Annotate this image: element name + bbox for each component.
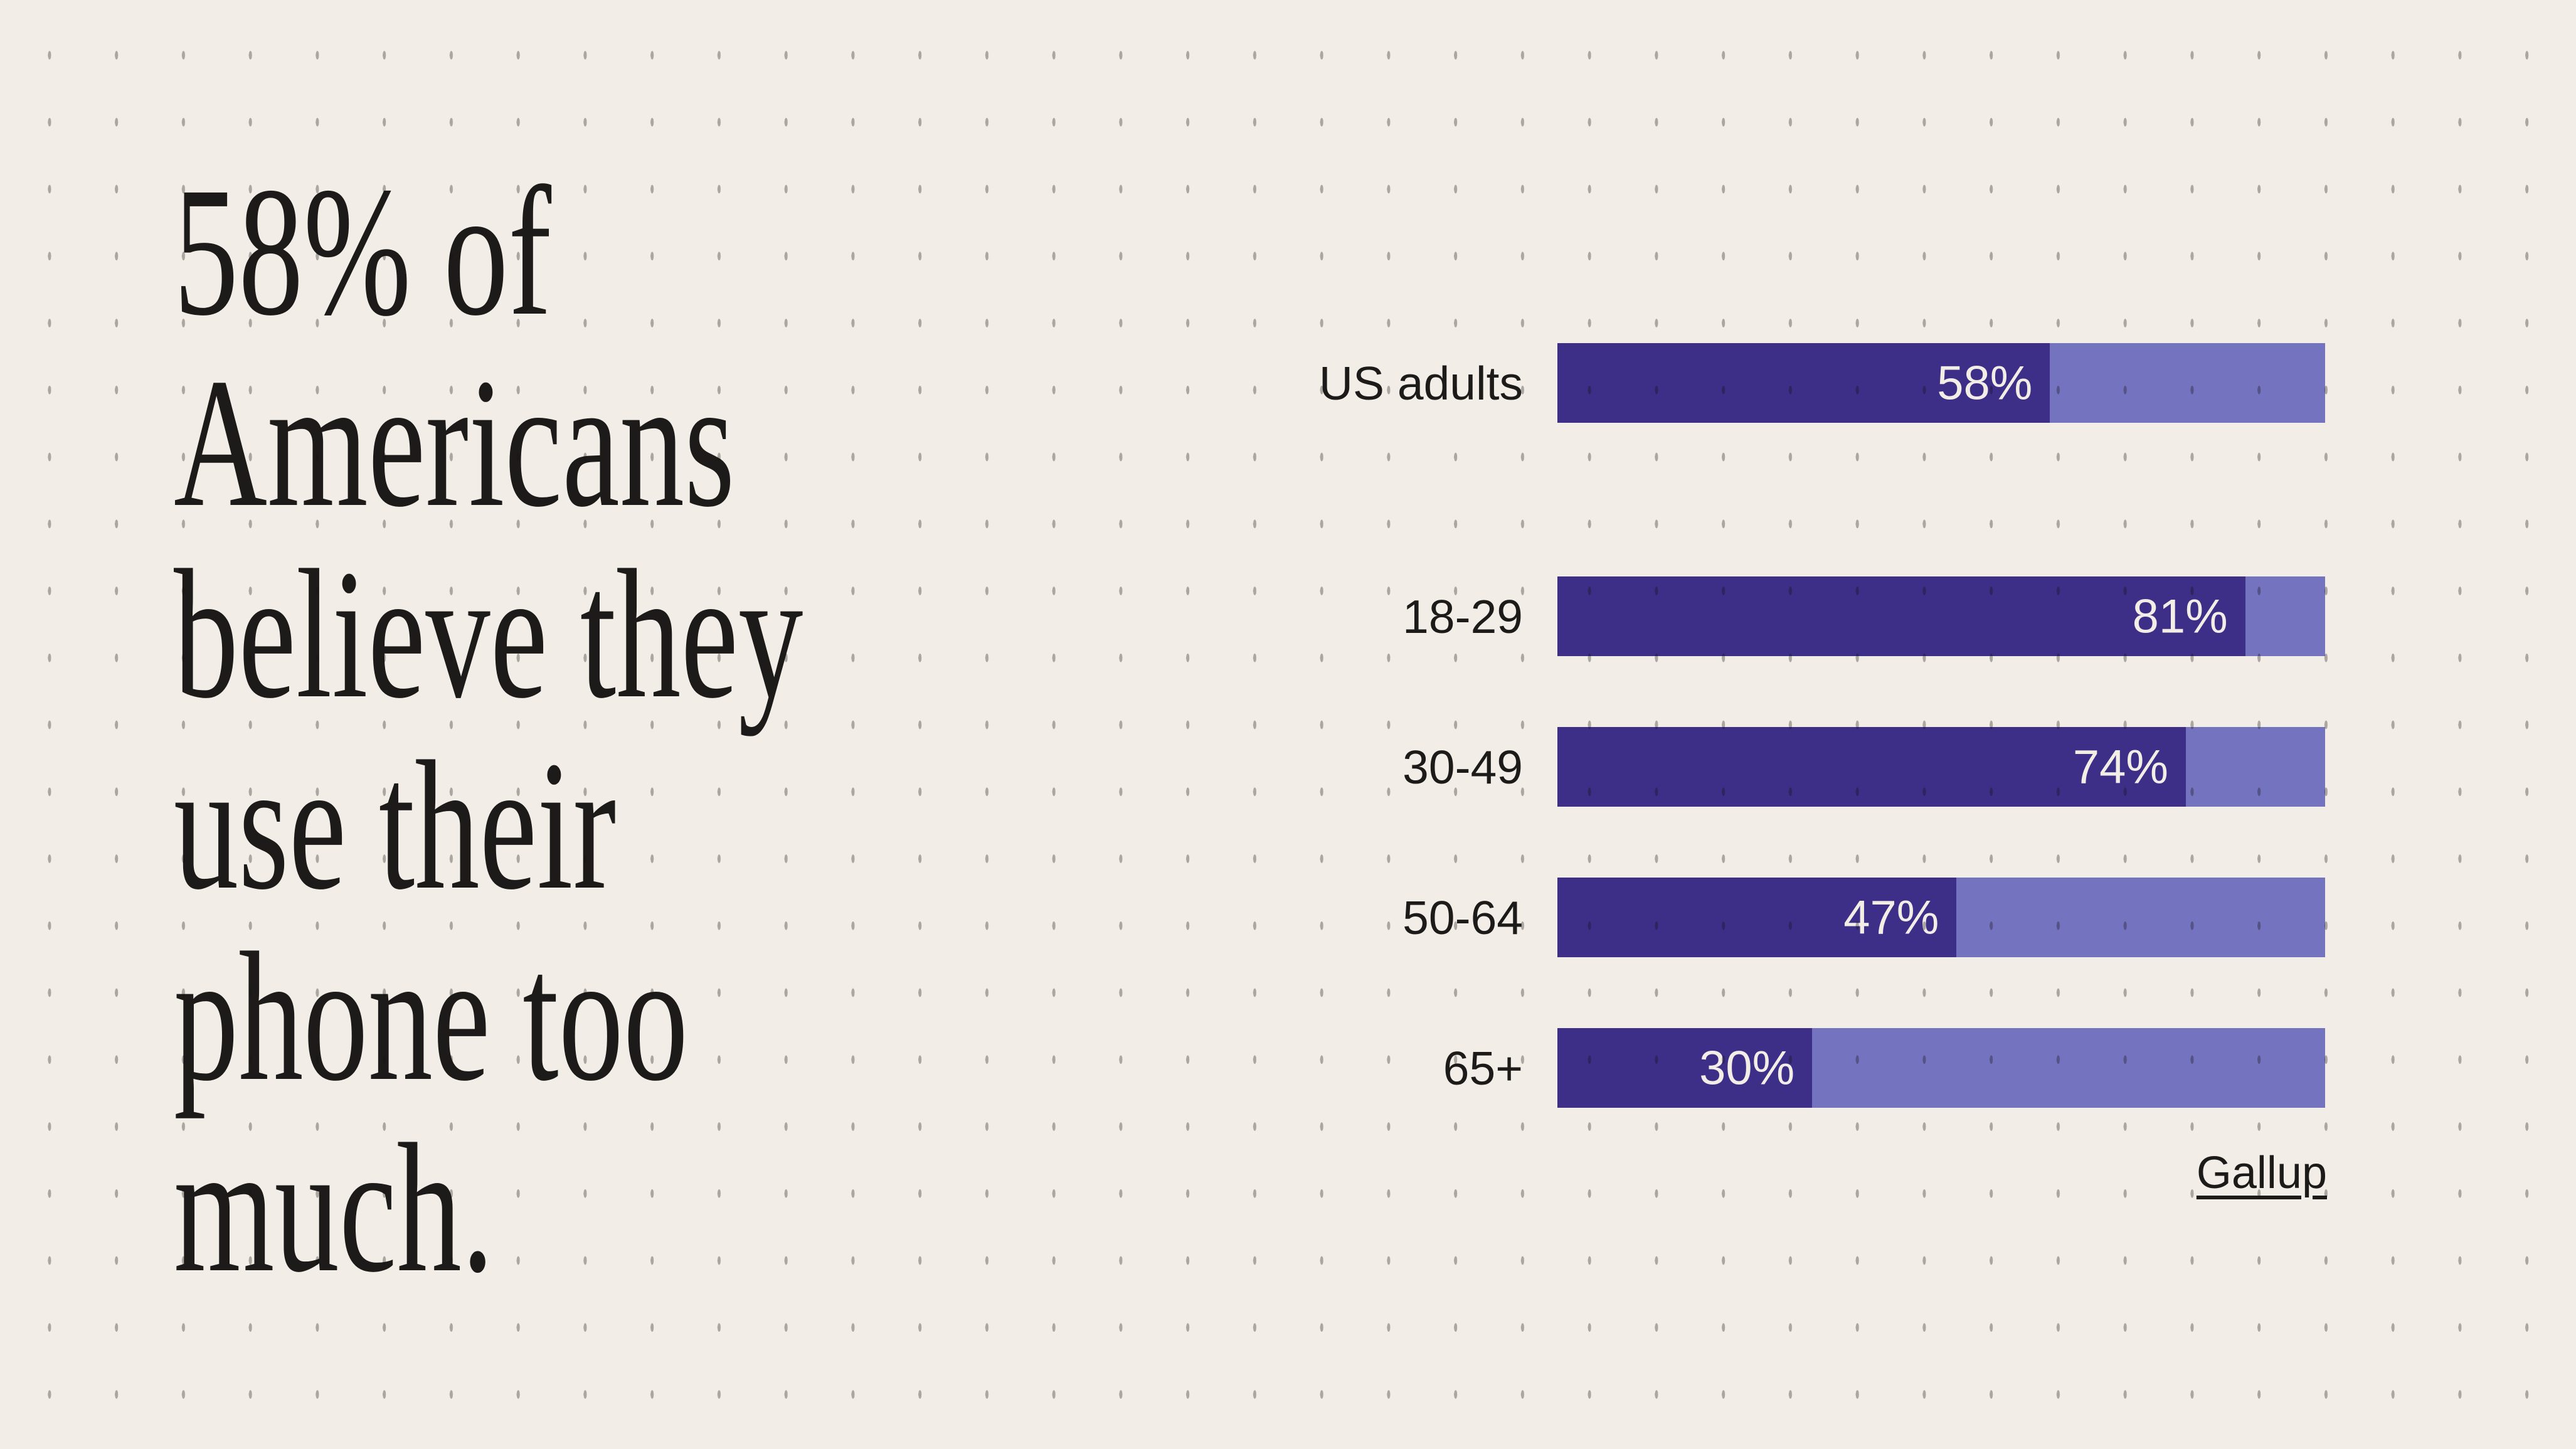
chart-row: US adults 58%: [1285, 343, 2325, 423]
headline-line: believe they: [174, 531, 803, 736]
source-link[interactable]: Gallup: [2196, 1148, 2327, 1198]
category-label: 65+: [1443, 1041, 1523, 1095]
bar-track: 30%: [1557, 1028, 2325, 1108]
value-label: 74%: [2072, 740, 2168, 794]
chart-row: 30-49 74%: [1285, 727, 2325, 807]
bar-track: 81%: [1557, 576, 2325, 656]
value-label: 81%: [2132, 590, 2228, 643]
headline: 58% of Americans believe they use their …: [174, 156, 803, 1303]
bar-fill: 74%: [1557, 727, 2186, 807]
headline-line: use their: [174, 723, 617, 928]
bar-track: 58%: [1557, 343, 2325, 423]
value-label: 58%: [1937, 356, 2033, 410]
category-label: 50-64: [1402, 891, 1523, 944]
headline-line: phone too: [174, 914, 689, 1119]
headline-line: much.: [174, 1105, 494, 1310]
bar-fill: 30%: [1557, 1028, 1813, 1108]
chart-row: 18-29 81%: [1285, 576, 2325, 656]
bar-fill: 81%: [1557, 576, 2245, 656]
category-label: 18-29: [1402, 590, 1523, 643]
category-label: 30-49: [1402, 740, 1523, 794]
value-label: 47%: [1843, 891, 1939, 944]
headline-line: Americans: [174, 340, 735, 545]
bar-fill: 58%: [1557, 343, 2050, 423]
bar-fill: 47%: [1557, 878, 1957, 957]
category-label: US adults: [1318, 356, 1523, 410]
bar-track: 47%: [1557, 878, 2325, 957]
headline-line: 58% of: [174, 149, 552, 354]
chart-row: 50-64 47%: [1285, 878, 2325, 957]
bar-track: 74%: [1557, 727, 2325, 807]
bar-chart: US adults 58% 18-29 81% 30-49 74% 50-64 …: [1285, 343, 2325, 1108]
chart-row: 65+ 30%: [1285, 1028, 2325, 1108]
value-label: 30%: [1699, 1041, 1795, 1095]
